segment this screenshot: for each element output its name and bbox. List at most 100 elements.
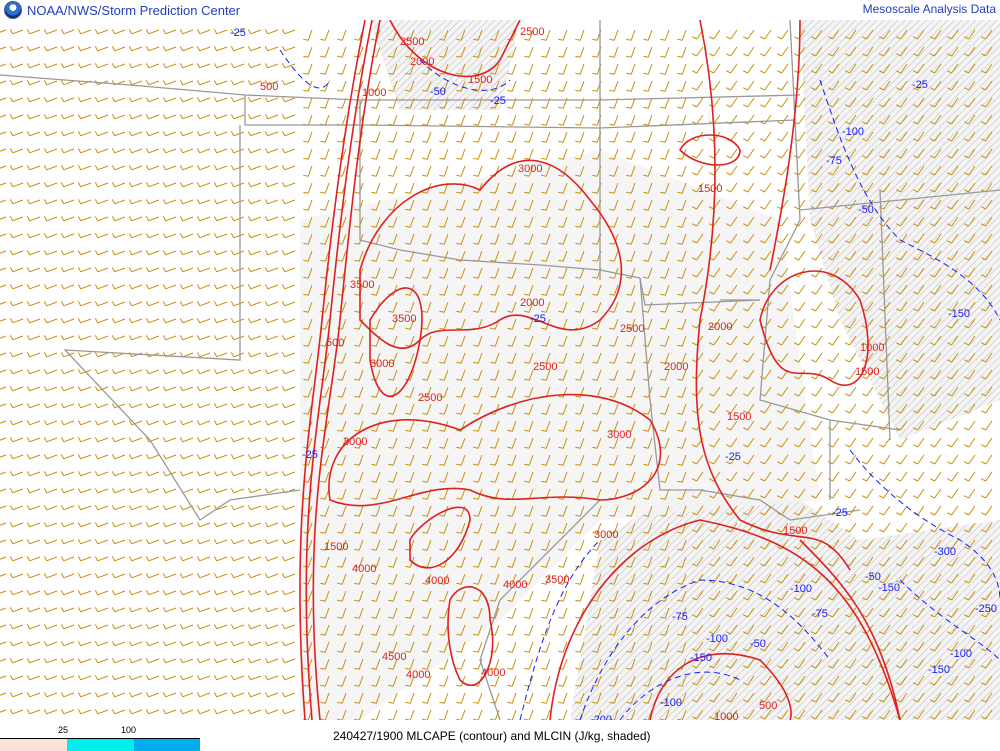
cin-label: -100 (790, 583, 812, 595)
cin-label: -300 (934, 546, 956, 558)
cape-label: 2500 (418, 392, 442, 404)
cape-label: 4000 (503, 579, 527, 591)
cin-label: -25 (832, 507, 848, 519)
cape-label: 3000 (607, 429, 631, 441)
cin-label: -150 (928, 664, 950, 676)
cape-label: 1500 (468, 74, 492, 86)
cin-label: -50 (865, 571, 881, 583)
cape-contour-line (409, 506, 471, 569)
cape-label: 3000 (370, 358, 394, 370)
cape-label: 4500 (382, 651, 406, 663)
cape-label: 3000 (518, 163, 542, 175)
cape-label: 500 (326, 337, 344, 349)
cape-label: 1500 (855, 366, 879, 378)
cape-label: 4000 (406, 669, 430, 681)
cape-label: 3000 (594, 529, 618, 541)
cin-label: -50 (750, 638, 766, 650)
cape-contour-line (312, 20, 381, 720)
cape-contour-line (679, 134, 741, 166)
cape-label: 2000 (410, 56, 434, 68)
cape-contour-line (299, 20, 366, 720)
cape-contours (299, 20, 901, 720)
cape-label: 4000 (352, 563, 376, 575)
cape-label: 3500 (545, 574, 569, 586)
cin-contour-line (819, 79, 1000, 321)
cin-label: -100 (950, 648, 972, 660)
org-title: NOAA/NWS/Storm Prediction Center (27, 2, 241, 18)
cin-label: -50 (430, 86, 446, 98)
cin-legend: 25 100 (0, 720, 200, 751)
cin-contour-line (579, 579, 831, 720)
cape-label: 1500 (727, 411, 751, 423)
legend-swatch (134, 738, 200, 751)
wind-barbs (0, 29, 993, 720)
footer: 25 100 240427/1900 MLCAPE (contour) and … (0, 720, 1000, 751)
contour-labels: 2500 2000 1500 500 1000 500 3000 1500 2000 3500 25… (230, 26, 997, 720)
cin-label: -100 (842, 126, 864, 138)
cape-contour-line (799, 539, 901, 720)
cape-contour-line (359, 159, 623, 350)
cape-label: 2500 (533, 361, 557, 373)
legend-tick: 100 (121, 725, 137, 735)
cape-label: 4000 (425, 575, 449, 587)
cape-contour-line (759, 270, 869, 386)
cin-contour-line (849, 449, 1000, 601)
cape-label: 1500 (698, 183, 722, 195)
cin-label: -150 (690, 652, 712, 664)
cin-label: -200 (590, 714, 612, 720)
cin-label: -50 (858, 204, 874, 216)
cape-label: 500 (759, 700, 777, 712)
cape-label: 500 (260, 81, 278, 93)
cin-label: -75 (672, 611, 688, 623)
mesoscale-map: 2500 2000 1500 500 1000 500 3000 1500 2000 3500 25… (0, 20, 1000, 720)
cape-label: 1000 (362, 87, 386, 99)
cape-label: 2000 (520, 297, 544, 309)
cape-contour-line (549, 519, 901, 720)
cape-label: 1000 (860, 342, 884, 354)
cin-label: -75 (812, 608, 828, 620)
cin-contour-line (619, 671, 741, 720)
cape-label: 4000 (481, 667, 505, 679)
cape-contour-line (305, 20, 373, 720)
cin-label: -25 (725, 451, 741, 463)
cape-label: 3000 (343, 436, 367, 448)
cape-label: 3500 (350, 279, 374, 291)
cin-label: -150 (878, 582, 900, 594)
cin-contour-line (279, 49, 331, 89)
legend-swatch (67, 738, 134, 751)
cape-contour-line (369, 287, 423, 397)
cape-label: 3500 (392, 313, 416, 325)
cin-label: -100 (706, 633, 728, 645)
cape-contour-line (769, 20, 801, 271)
cape-label: 1000 (714, 711, 738, 720)
cape-contour-line (649, 652, 792, 720)
cin-contour-line (419, 59, 511, 91)
cin-label: -75 (826, 155, 842, 167)
cin-label: -250 (975, 603, 997, 615)
cape-label: 1500 (324, 541, 348, 553)
header: NOAA/NWS/Storm Prediction Center Mesosca… (0, 0, 1000, 20)
cape-contour-line (389, 20, 521, 78)
cape-label: 2500 (620, 323, 644, 335)
product-title: Mesoscale Analysis Data (862, 2, 996, 16)
cape-contour-line (447, 586, 494, 687)
wind-barb-field (0, 29, 993, 720)
noaa-logo-icon (4, 1, 22, 19)
header-org: NOAA/NWS/Storm Prediction Center (4, 1, 240, 19)
cin-label: -100 (660, 697, 682, 709)
cin-label: -25 (302, 449, 318, 461)
cape-label: 2500 (400, 36, 424, 48)
cin-label: -25 (912, 79, 928, 91)
cin-label: -150 (948, 308, 970, 320)
cape-contour-line (695, 20, 851, 571)
cape-label: 1500 (783, 525, 807, 537)
cape-label: 2500 (520, 26, 544, 38)
legend-swatch (0, 738, 67, 751)
cape-contour-line (328, 393, 662, 507)
map-caption: 240427/1900 MLCAPE (contour) and MLCIN (… (333, 729, 651, 743)
legend-tick: 25 (58, 725, 69, 735)
cin-label: -25 (230, 27, 246, 39)
cin-label: -25 (530, 313, 546, 325)
cape-label: 2000 (664, 361, 688, 373)
cape-label: 2000 (708, 321, 732, 333)
